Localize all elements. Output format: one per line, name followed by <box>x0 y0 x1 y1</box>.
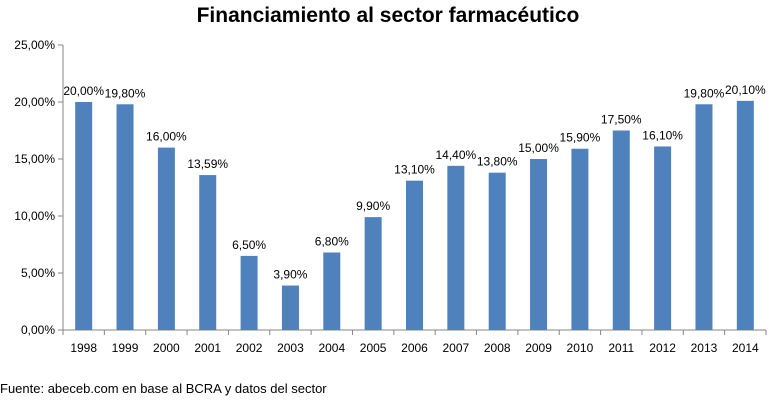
x-tick-label: 2000 <box>153 341 180 355</box>
chart-title: Financiamiento al sector farmacéutico <box>196 4 580 27</box>
data-label: 6,50% <box>232 238 266 252</box>
bar <box>571 148 589 330</box>
data-label: 16,10% <box>642 128 683 142</box>
data-label: 19,80% <box>684 86 725 100</box>
bar <box>406 180 423 330</box>
bar <box>530 159 548 330</box>
x-tick-label: 2010 <box>567 341 594 355</box>
bar <box>157 147 175 330</box>
x-tick-label: 2006 <box>401 341 428 355</box>
bar <box>488 172 506 330</box>
data-label: 20,00% <box>63 84 104 98</box>
x-tick-label: 2008 <box>484 341 511 355</box>
data-label: 13,80% <box>477 155 518 169</box>
bar <box>612 130 630 330</box>
x-tick-label: 2011 <box>608 341 634 355</box>
y-tick-label: 25,00% <box>14 38 55 52</box>
x-tick-label: 1999 <box>112 341 139 355</box>
bar <box>240 255 258 330</box>
data-label: 13,59% <box>187 157 228 171</box>
x-tick-label: 1998 <box>70 341 97 355</box>
bar <box>199 175 217 330</box>
x-tick-label: 2007 <box>443 341 470 355</box>
y-tick-label: 5,00% <box>21 266 55 280</box>
data-label: 16,00% <box>146 130 187 144</box>
bar <box>736 100 754 330</box>
source-note: Fuente: abeceb.com en base al BCRA y dat… <box>0 381 327 396</box>
data-label: 20,10% <box>725 83 766 97</box>
x-tick-label: 2009 <box>525 341 552 355</box>
y-tick-label: 0,00% <box>21 323 55 337</box>
x-tick-label: 2004 <box>318 341 345 355</box>
bar <box>695 104 713 330</box>
bar <box>364 217 382 330</box>
data-label: 15,90% <box>560 131 601 145</box>
y-tick-label: 10,00% <box>14 209 55 223</box>
data-label: 3,90% <box>273 268 307 282</box>
data-label: 9,90% <box>356 199 390 213</box>
bar <box>323 252 341 330</box>
data-label: 6,80% <box>315 234 349 248</box>
data-label: 14,40% <box>436 148 477 162</box>
x-tick-label: 2003 <box>277 341 304 355</box>
x-tick-label: 2013 <box>691 341 718 355</box>
x-tick-label: 2005 <box>360 341 387 355</box>
bar <box>75 102 93 330</box>
data-label: 13,10% <box>394 163 435 177</box>
x-tick-label: 2012 <box>649 341 676 355</box>
x-tick-label: 2001 <box>194 341 221 355</box>
bar <box>281 285 299 330</box>
y-tick-label: 20,00% <box>14 95 55 109</box>
y-tick-label: 15,00% <box>14 152 55 166</box>
x-tick-label: 2002 <box>236 341 263 355</box>
bar <box>654 146 672 330</box>
data-label: 19,80% <box>105 86 146 100</box>
bar <box>447 165 465 330</box>
data-label: 17,50% <box>601 113 642 127</box>
x-tick-label: 2014 <box>732 341 759 355</box>
data-label: 15,00% <box>518 141 559 155</box>
bar <box>116 104 134 330</box>
